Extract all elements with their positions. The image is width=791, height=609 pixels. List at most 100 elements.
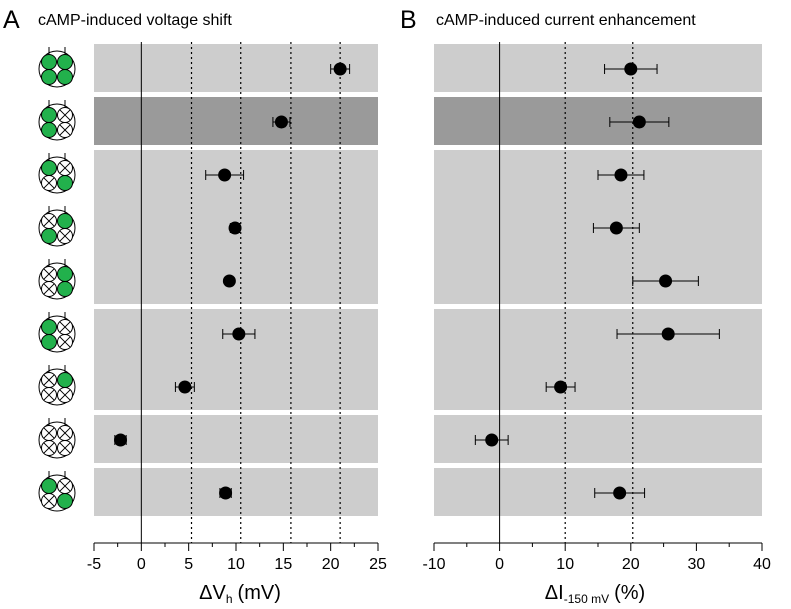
panel-a-row-band [94, 415, 378, 463]
data-points [114, 62, 720, 500]
panel-a-tick-label: -5 [87, 556, 101, 573]
panel-a-tick-label: 20 [322, 556, 340, 573]
panel-a-x-axis-title: ΔVh (mV) [199, 582, 281, 606]
subunit-icon [38, 471, 76, 512]
panel-b-x-symbol: ΔI [545, 582, 564, 604]
panel-a-row-band [94, 309, 378, 410]
active-subunit-icon [41, 69, 57, 85]
panel-a-marker [219, 486, 233, 500]
subunit-icon [38, 365, 76, 406]
axes: -5 0 5 10 15 20 25 -10 0 10 20 30 40 [87, 542, 771, 573]
panel-b-tick-label: 30 [688, 556, 706, 573]
active-subunit-icon [41, 122, 57, 138]
panel-b-tick-label: -10 [422, 556, 445, 573]
panel-b-row-band [434, 44, 762, 92]
panel-b-marker [614, 168, 628, 182]
active-subunit-icon [41, 478, 57, 494]
inactive-subunit-cross [43, 442, 55, 454]
inactive-subunit-cross [59, 389, 71, 401]
panel-a-x-subscript: h [226, 592, 233, 606]
inactive-subunit-cross [43, 283, 55, 295]
active-subunit-icon [41, 160, 57, 176]
active-subunit-icon [41, 319, 57, 335]
active-subunit-icon [57, 372, 73, 388]
panel-b-row-band [434, 415, 762, 463]
panel-a-marker [222, 274, 236, 288]
panel-a-data-point [222, 274, 236, 288]
panel-b-marker [609, 221, 623, 235]
panel-a-tick-label: 15 [274, 556, 292, 573]
subunit-icon [38, 418, 76, 459]
inactive-subunit-cross [59, 230, 71, 242]
inactive-subunit-cross [59, 124, 71, 136]
panel-a-row-band [94, 468, 378, 516]
panel-b-marker [659, 274, 673, 288]
panel-a-data-point [272, 115, 291, 129]
active-subunit-icon [57, 69, 73, 85]
panel-b-tick-label: 40 [753, 556, 771, 573]
subunit-icons [38, 47, 76, 512]
subunit-icon [38, 100, 76, 141]
panel-a-tick-label: 25 [369, 556, 387, 573]
panel-a-marker [114, 433, 128, 447]
panel-b-row-band [434, 309, 762, 410]
panel-a-marker [228, 221, 242, 235]
inactive-subunit-cross [43, 389, 55, 401]
panel-b-data-point [474, 433, 509, 447]
subunit-icon [38, 47, 76, 88]
reference-lines [140, 42, 634, 543]
panel-a-tick-label: 5 [184, 556, 193, 573]
inactive-subunit-cross [59, 321, 71, 333]
panel-b-tick-label: 10 [556, 556, 574, 573]
inactive-subunit-cross [43, 215, 55, 227]
panel-a-tick-label: 10 [227, 556, 245, 573]
panel-b-tick-label: 0 [495, 556, 504, 573]
panel-b-data-point [592, 221, 640, 235]
inactive-subunit-cross [59, 109, 71, 121]
subunit-icon [38, 153, 76, 194]
inactive-subunit-cross [43, 495, 55, 507]
panel-b-data-point [616, 327, 720, 341]
panel-b-data-point [604, 62, 658, 76]
panel-b-data-point [609, 115, 670, 129]
panel-a-x-symbol: ΔV [199, 582, 226, 604]
panel-a-data-point [114, 433, 128, 447]
active-subunit-icon [41, 228, 57, 244]
panel-a-marker [232, 327, 246, 341]
panel-b-marker [554, 380, 568, 394]
active-subunit-icon [57, 493, 73, 509]
panel-a-title: cAMP-induced voltage shift [38, 12, 232, 29]
panel-a-marker [218, 168, 232, 182]
panel-b-x-axis-title: ΔI-150 mV (%) [545, 582, 645, 606]
panel-b-letter: B [400, 6, 417, 34]
panel-b-marker [613, 486, 627, 500]
panel-a-data-point [205, 168, 245, 182]
panel-b-row-band [434, 97, 762, 145]
subunit-icon [38, 206, 76, 247]
panel-a-x-unit: (mV) [238, 582, 281, 604]
panel-b-data-point [545, 380, 576, 394]
inactive-subunit-cross [59, 336, 71, 348]
panel-a-marker [333, 62, 347, 76]
inactive-subunit-cross [59, 442, 71, 454]
inactive-subunit-cross [43, 268, 55, 280]
panel-a-row-band [94, 97, 378, 145]
active-subunit-icon [57, 213, 73, 229]
panel-a-data-point [174, 380, 195, 394]
panel-b-data-point [597, 168, 645, 182]
active-subunit-icon [57, 54, 73, 70]
panel-a-data-point [330, 62, 351, 76]
inactive-subunit-cross [59, 480, 71, 492]
panel-b-marker [632, 115, 646, 129]
subunit-icon [38, 259, 76, 300]
inactive-subunit-cross [59, 427, 71, 439]
panel-a-marker [178, 380, 192, 394]
panel-b-marker [661, 327, 675, 341]
inactive-subunit-cross [43, 374, 55, 386]
panel-b-x-unit: (%) [614, 582, 645, 604]
active-subunit-icon [57, 175, 73, 191]
active-subunit-icon [41, 107, 57, 123]
panel-b-title: cAMP-induced current enhancement [436, 12, 696, 29]
inactive-subunit-cross [43, 427, 55, 439]
